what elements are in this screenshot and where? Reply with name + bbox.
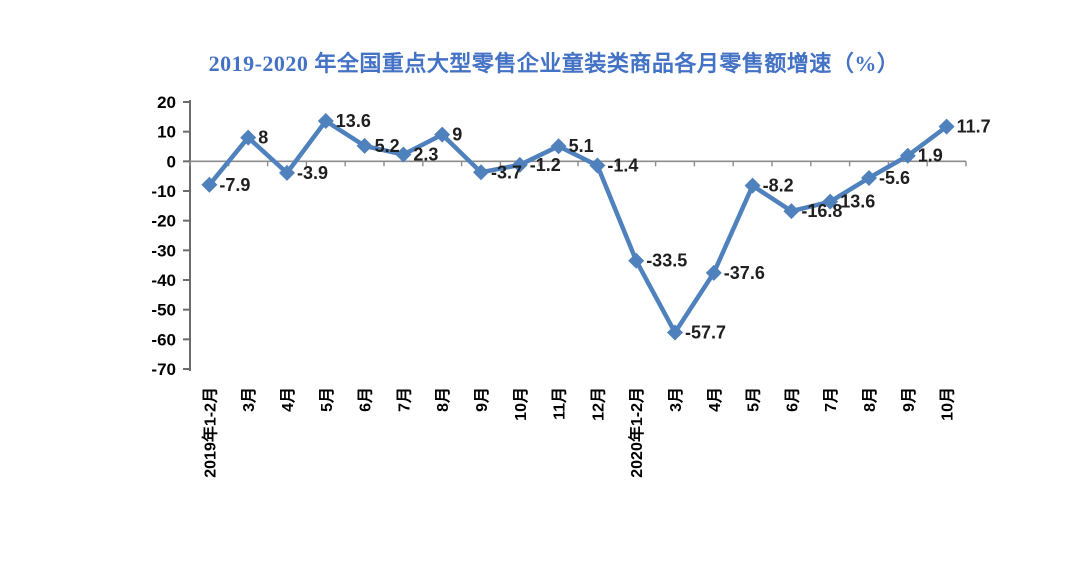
x-category-label: 2019年1-2月 [200, 387, 219, 478]
x-category-label: 3月 [240, 387, 258, 412]
chart-title: 2019-2020 年全国重点大型零售企业童装类商品各月零售额增速（%） [208, 51, 900, 76]
x-category-label: 11月 [551, 387, 569, 420]
y-tick-label: -40 [151, 271, 176, 290]
data-point-marker [317, 112, 334, 129]
series-line [207, 118, 949, 335]
data-label: 1.9 [918, 146, 943, 166]
data-label: -3.7 [491, 162, 522, 182]
x-category-label: 7月 [822, 387, 840, 412]
data-label: -8.2 [763, 176, 794, 196]
y-tick-label: 0 [167, 152, 176, 171]
data-label: -5.6 [879, 168, 910, 188]
data-point-marker [356, 137, 373, 154]
data-point-marker [744, 177, 761, 194]
data-label: -57.7 [685, 323, 726, 343]
data-point-marker [279, 164, 295, 181]
y-tick-label: -70 [151, 360, 176, 379]
x-category-label: 2020年1-2月 [627, 387, 646, 478]
y-tick-label: 10 [157, 123, 176, 142]
data-labels: -7.98-3.913.65.2 2.39-3.7 -1.25.1-1.4-33.5… [219, 111, 990, 343]
y-axis: 20 10 0 -10 -20 -30 -40 -50 -60 -70 [151, 93, 191, 379]
x-category-label: 5月 [318, 387, 336, 412]
data-point-markers [201, 112, 955, 341]
data-label: 9 [452, 125, 462, 145]
x-category-label: 5月 [745, 387, 763, 412]
data-point-marker [938, 118, 955, 135]
x-category-label: 4月 [279, 387, 297, 412]
x-category-label: 3月 [667, 387, 685, 412]
y-tick-label: -50 [151, 301, 176, 320]
data-label: -1.2 [530, 155, 561, 175]
x-category-label: 8月 [861, 387, 879, 412]
x-axis [189, 160, 967, 167]
data-point-marker [434, 126, 451, 143]
data-point-marker [395, 146, 412, 163]
data-point-marker [861, 169, 877, 186]
y-tick-label: -20 [151, 212, 176, 231]
y-tick-label: -60 [151, 330, 176, 349]
data-label: -37.6 [724, 263, 765, 283]
x-category-label: 10月 [512, 387, 530, 421]
data-point-marker [511, 156, 528, 173]
data-label: 13.6 [840, 192, 875, 212]
x-category-label: 6月 [357, 387, 375, 412]
data-label: 5.1 [569, 136, 594, 156]
x-category-label: 6月 [783, 387, 801, 412]
data-label: -7.9 [219, 175, 250, 195]
x-category-label: 9月 [900, 387, 918, 412]
x-axis-labels: 2019年1-2月 3月 4月 5月 6月 7月 8月 9月 10月 11月 12月 2020年1-2… [200, 387, 956, 478]
y-tick-label: 20 [157, 93, 176, 112]
x-category-label: 12月 [589, 387, 607, 421]
data-point-marker [822, 193, 839, 210]
data-label: 11.7 [957, 117, 991, 137]
data-label: 8 [258, 128, 268, 148]
data-label: 5.2 [375, 136, 400, 156]
data-point-marker [628, 252, 645, 269]
data-label: -1.4 [607, 155, 638, 175]
data-point-marker [201, 176, 218, 193]
data-point-marker [667, 324, 683, 341]
data-label: -33.5 [646, 251, 687, 271]
data-point-marker [589, 157, 606, 174]
data-point-marker [705, 264, 722, 281]
x-category-label: 7月 [395, 387, 413, 412]
x-category-label: 4月 [706, 387, 724, 412]
data-point-marker [783, 203, 800, 220]
data-label: -3.9 [297, 163, 328, 183]
data-label: 13.6 [336, 111, 371, 131]
x-category-label: 10月 [939, 387, 957, 421]
x-category-label: 9月 [473, 387, 491, 412]
data-label: -16.8 [801, 201, 842, 221]
y-tick-label: -30 [151, 241, 176, 260]
y-tick-label: -10 [151, 182, 176, 201]
x-category-label: 8月 [434, 387, 452, 412]
data-point-marker [473, 164, 489, 181]
data-point-marker [240, 129, 257, 146]
data-point-marker [550, 138, 567, 155]
data-point-marker [899, 147, 916, 164]
data-label: 2.3 [413, 145, 438, 165]
